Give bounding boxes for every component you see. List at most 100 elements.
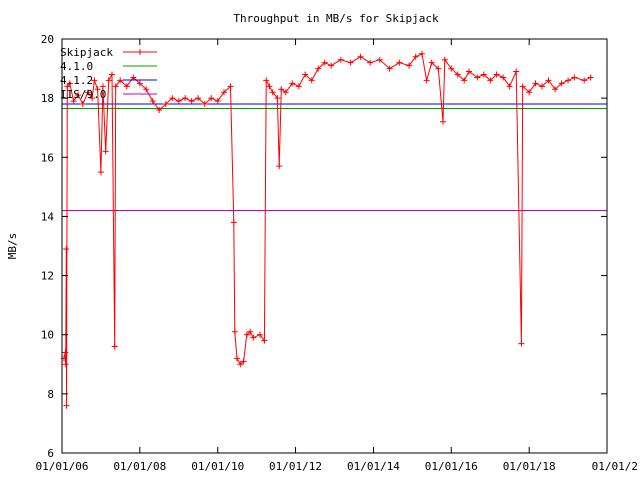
data-point [308, 77, 315, 84]
series-layer [61, 50, 607, 409]
legend-label: 4.1.2 [60, 74, 93, 87]
y-axis-label: MB/s [6, 233, 19, 260]
data-point [441, 56, 448, 63]
data-point [302, 71, 309, 78]
data-point [328, 62, 335, 69]
data-point [386, 65, 393, 72]
data-point [480, 71, 487, 78]
data-point [545, 77, 552, 84]
data-point [538, 83, 545, 90]
data-point [156, 106, 163, 113]
data-point [587, 74, 594, 81]
x-tick-label: 01/01/12 [269, 460, 322, 473]
data-point [276, 163, 283, 170]
data-point [243, 331, 250, 338]
data-point [439, 118, 446, 125]
data-point [175, 98, 182, 105]
data-point [396, 59, 403, 66]
data-point [461, 77, 468, 84]
legend-label: Skipjack [60, 46, 113, 59]
data-point [282, 89, 289, 96]
data-point [111, 343, 118, 350]
y-tick-label: 18 [41, 92, 54, 105]
data-point [263, 77, 270, 84]
data-point [526, 89, 533, 96]
data-point [315, 65, 322, 72]
data-point [347, 59, 354, 66]
data-point [289, 80, 296, 87]
legend-label: IIS/9.0 [60, 88, 106, 101]
data-point [448, 65, 455, 72]
data-point [474, 74, 481, 81]
data-point [278, 86, 285, 93]
data-point [418, 50, 425, 57]
data-point [513, 68, 520, 75]
data-point [130, 74, 137, 81]
data-point [221, 89, 228, 96]
data-point [506, 83, 513, 90]
data-point [234, 355, 241, 362]
data-point [261, 337, 268, 344]
data-point [94, 86, 101, 93]
x-tick-label: 01/01/2 [592, 460, 638, 473]
data-point [117, 77, 124, 84]
data-point [256, 331, 263, 338]
data-point [565, 77, 572, 84]
data-point [571, 74, 578, 81]
data-point [182, 95, 189, 102]
data-point [162, 101, 169, 108]
data-point [105, 77, 112, 84]
data-point [112, 83, 119, 90]
x-tick-label: 01/01/10 [191, 460, 244, 473]
data-point [558, 80, 565, 87]
y-tick-label: 16 [41, 151, 54, 164]
data-point [435, 65, 442, 72]
data-point [465, 68, 472, 75]
series-line-Skipjack [63, 53, 591, 406]
data-point [423, 77, 430, 84]
data-point [188, 98, 195, 105]
data-point [123, 83, 130, 90]
data-point [201, 101, 208, 108]
plot-frame [61, 38, 608, 454]
data-point [84, 89, 91, 96]
data-point [269, 89, 276, 96]
y-tick-label: 6 [47, 447, 54, 460]
x-tick-label: 01/01/08 [113, 460, 166, 473]
data-point [63, 402, 70, 409]
x-tick-label: 01/01/16 [425, 460, 478, 473]
data-point [274, 95, 281, 102]
data-point [97, 169, 104, 176]
data-point [89, 95, 96, 102]
data-point [240, 358, 247, 365]
y-tick-label: 10 [41, 329, 54, 342]
data-point [500, 74, 507, 81]
data-point [62, 349, 69, 356]
y-tick-label: 14 [41, 210, 55, 223]
data-point [532, 80, 539, 87]
y-tick-label: 20 [41, 33, 54, 46]
data-point [518, 340, 525, 347]
data-point [230, 219, 237, 226]
data-point [581, 77, 588, 84]
y-tick-label: 12 [41, 270, 54, 283]
data-point [136, 80, 143, 87]
data-point [367, 59, 374, 66]
data-point [376, 56, 383, 63]
data-point [337, 56, 344, 63]
data-point [552, 86, 559, 93]
data-point [214, 98, 221, 105]
data-point [70, 98, 77, 105]
data-point [519, 83, 526, 90]
data-point [428, 59, 435, 66]
chart-title: Throughput in MB/s for Skipjack [233, 12, 439, 25]
axes-layer: 6 8 10 12 14 16 18 20 01/01/06 01/01/08 01/01/10 01… [36, 33, 638, 473]
data-point [91, 77, 98, 84]
data-point [250, 334, 257, 341]
data-point [79, 101, 86, 108]
y-tick-label: 8 [47, 388, 54, 401]
data-point [321, 59, 328, 66]
x-tick-label: 01/01/14 [347, 460, 400, 473]
